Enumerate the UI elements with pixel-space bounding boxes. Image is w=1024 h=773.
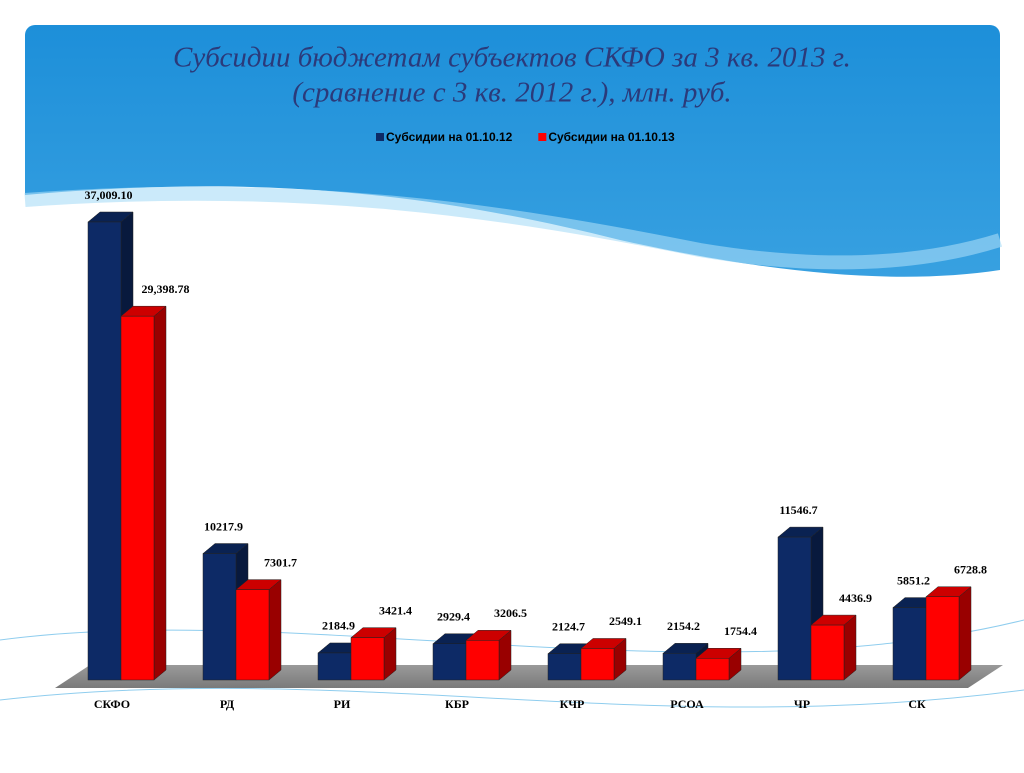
chart-subtitle: (сравнение с 3 кв. 2012 г.), млн. руб. [292,77,731,109]
value-label: 10217.9 [204,519,243,533]
value-label: 4436.9 [839,591,872,605]
legend-swatch [538,133,547,141]
legend-swatch [376,133,384,141]
bar-front [810,624,845,681]
value-label: 5851.2 [897,573,930,587]
value-label: 2549.1 [609,614,642,628]
bar-front [350,637,385,681]
bar-front [317,652,352,681]
bar [810,614,857,681]
bar-side [958,586,972,681]
bar-side [153,305,167,681]
value-label: 29,398.78 [142,282,190,296]
x-tick-label: СК [908,697,926,711]
bar-front [547,653,582,681]
floor [55,665,1003,688]
bar [580,637,627,681]
bar-front [892,607,927,681]
value-label: 2124.7 [552,619,585,633]
bar-front [465,640,500,681]
bar [925,586,972,681]
bar-front [120,315,155,681]
x-tick-label: РСОА [670,697,704,711]
value-label: 2184.9 [322,619,355,633]
x-tick-label: КБР [445,697,469,711]
x-tick-label: РИ [334,697,351,711]
x-tick-label: ЧР [794,697,810,711]
bar-front [925,596,960,681]
wave-stroke [24,186,1003,270]
bar-front [202,553,237,681]
bar-front [87,221,122,681]
bar [350,627,397,681]
bar-side [843,614,857,681]
legend-item: Субсидии на 01.10.12 [376,130,513,144]
legend-item: Субсидии на 01.10.13 [538,130,675,144]
value-label: 2154.2 [667,619,700,633]
bar [235,579,282,681]
bar [695,647,742,681]
value-label: 3421.4 [379,603,412,617]
value-label: 11546.7 [779,503,817,517]
bar-front [662,653,697,681]
bar-front [695,658,730,681]
bar-front [235,589,270,681]
bar [465,629,512,681]
bar-front [432,643,467,681]
legend-label: Субсидии на 01.10.13 [548,130,675,144]
x-tick-label: КЧР [560,697,585,711]
value-label: 37,009.10 [85,188,133,202]
chart-title: Субсидии бюджетам субъектов СКФО за 3 кв… [173,42,851,74]
x-tick-label: СКФО [94,697,130,711]
value-label: 3206.5 [494,606,527,620]
value-label: 6728.8 [954,562,987,576]
legend-label: Субсидии на 01.10.12 [386,130,513,144]
value-label: 2929.4 [437,609,470,623]
value-label: 1754.4 [724,624,757,638]
value-label: 7301.7 [264,555,297,569]
x-tick-label: РД [220,697,235,711]
bar [120,305,167,681]
bar-side [268,579,282,681]
bar-front [580,648,615,681]
bar-front [777,536,812,681]
